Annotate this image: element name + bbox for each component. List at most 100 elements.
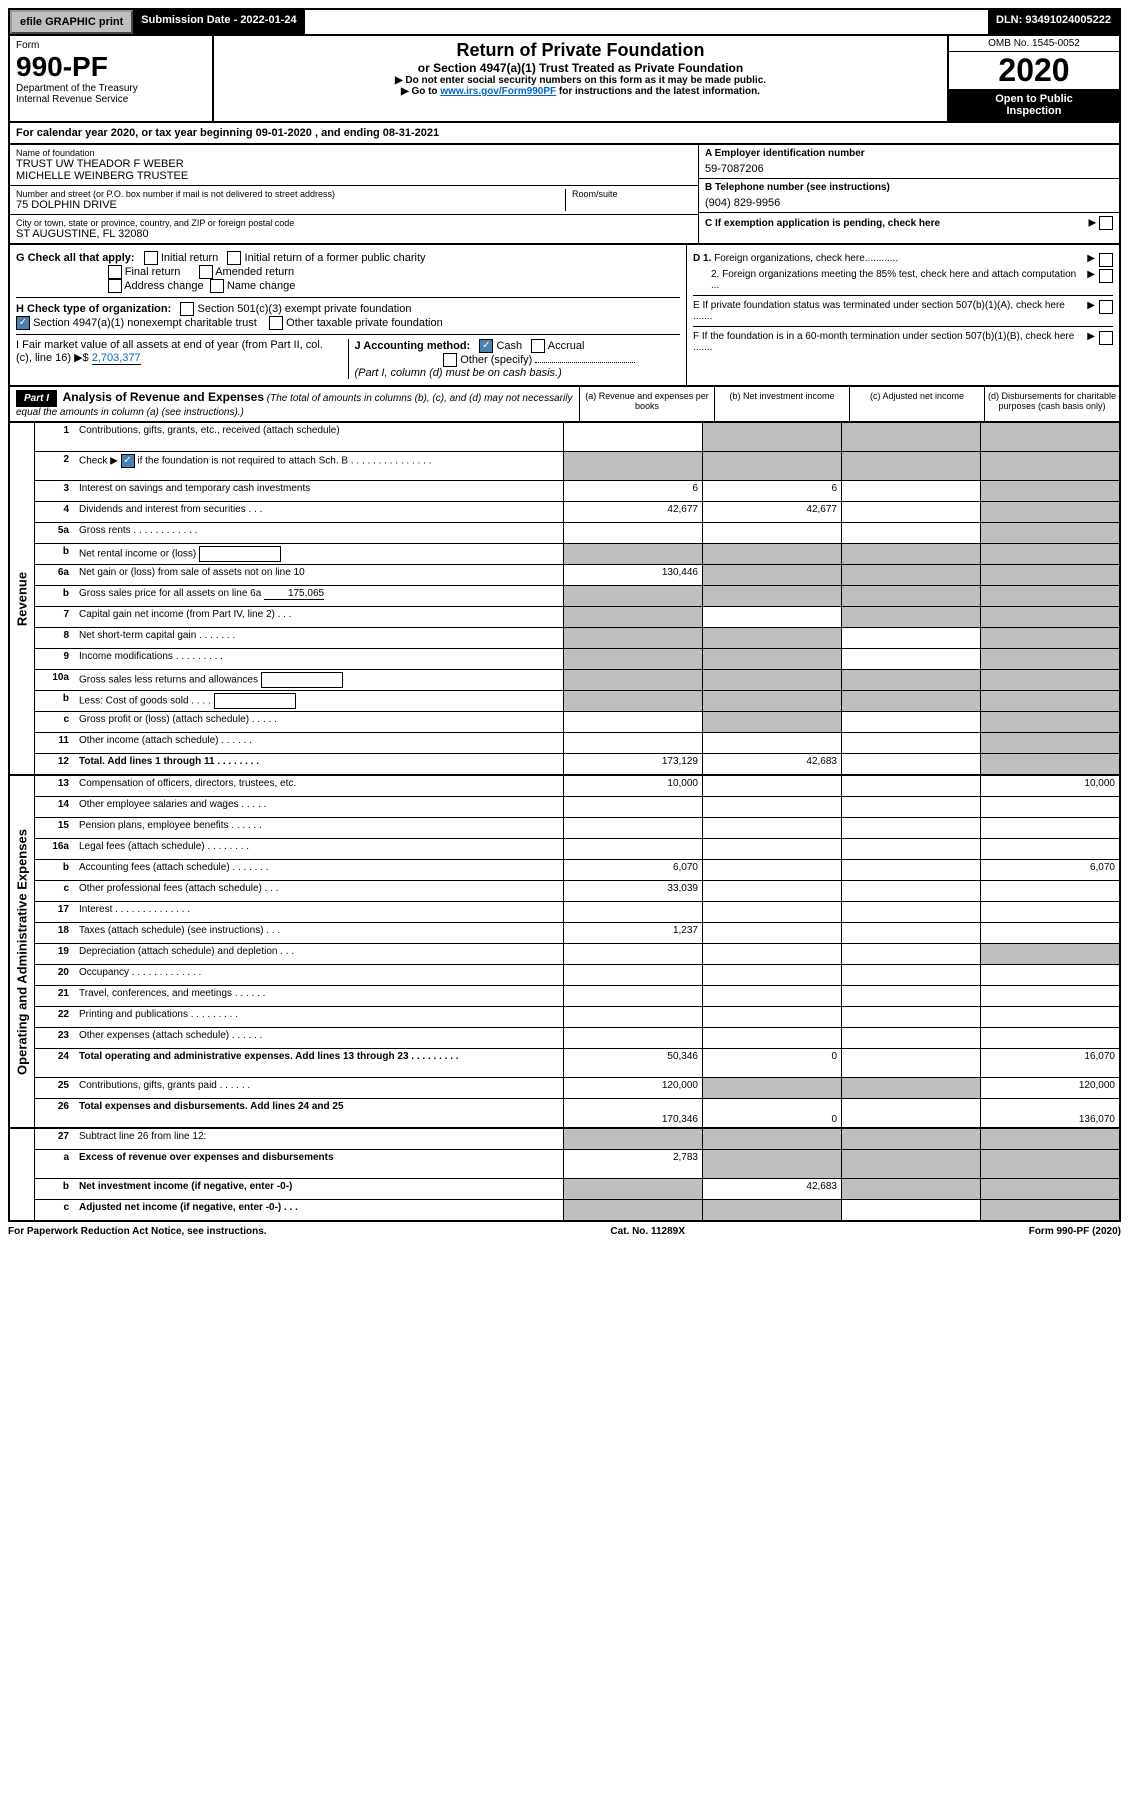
checks-right: D 1. Foreign organizations, check here..… xyxy=(686,245,1119,385)
l2-checkbox[interactable] xyxy=(121,454,135,468)
i-block: I Fair market value of all assets at end… xyxy=(16,339,349,379)
ij-row: I Fair market value of all assets at end… xyxy=(16,334,680,379)
h3: Other taxable private foundation xyxy=(286,317,443,329)
line-10c: c Gross profit or (loss) (attach schedul… xyxy=(35,712,1119,733)
open-public: Open to Public Inspection xyxy=(949,89,1119,121)
phone-value: (904) 829-9956 xyxy=(705,193,1113,209)
g-initial: Initial return xyxy=(161,252,218,264)
g-initial-former-checkbox[interactable] xyxy=(227,251,241,265)
d1-checkbox[interactable] xyxy=(1099,253,1113,267)
e-arrow: ▶ xyxy=(1087,300,1095,311)
form-header: Form 990-PF Department of the Treasury I… xyxy=(8,36,1121,123)
part1-head: Part I Analysis of Revenue and Expenses … xyxy=(8,387,1121,423)
g-initial-former: Initial return of a former public charit… xyxy=(245,252,426,264)
form-word: Form xyxy=(16,40,206,51)
efile-print-button[interactable]: efile GRAPHIC print xyxy=(10,10,133,34)
line-4: 4 Dividends and interest from securities… xyxy=(35,502,1119,523)
j-label: J Accounting method: xyxy=(355,340,471,352)
j-other-checkbox[interactable] xyxy=(443,353,457,367)
line-27a: aExcess of revenue over expenses and dis… xyxy=(35,1150,1119,1179)
h2-checkbox[interactable] xyxy=(16,316,30,330)
line-21: 21Travel, conferences, and meetings . . … xyxy=(35,986,1119,1007)
j-cash-checkbox[interactable] xyxy=(479,339,493,353)
top-bar: efile GRAPHIC print Submission Date - 20… xyxy=(8,8,1121,36)
j-accrual: Accrual xyxy=(548,340,585,352)
city-label: City or town, state or province, country… xyxy=(16,218,692,228)
dept-treasury: Department of the Treasury Internal Reve… xyxy=(16,83,206,105)
name-block: Name of foundation TRUST UW THEADOR F WE… xyxy=(10,145,698,186)
line-23: 23Other expenses (attach schedule) . . .… xyxy=(35,1028,1119,1049)
h3-checkbox[interactable] xyxy=(269,316,283,330)
line-25: 25Contributions, gifts, grants paid . . … xyxy=(35,1078,1119,1099)
h-line: H Check type of organization: Section 50… xyxy=(16,297,680,330)
d1-arrow: ▶ xyxy=(1087,253,1095,264)
entity-area: Name of foundation TRUST UW THEADOR F WE… xyxy=(8,145,1121,245)
f: F If the foundation is in a 60-month ter… xyxy=(693,331,1083,353)
line-10a: 10a Gross sales less returns and allowan… xyxy=(35,670,1119,691)
form-subtitle: or Section 4947(a)(1) Trust Treated as P… xyxy=(220,61,941,75)
expense-side: Operating and Administrative Expenses xyxy=(10,776,35,1127)
part1-title-cell: Part I Analysis of Revenue and Expenses … xyxy=(10,387,579,421)
part1-title: Analysis of Revenue and Expenses xyxy=(63,390,264,404)
e-checkbox[interactable] xyxy=(1099,300,1113,314)
line-7: 7 Capital gain net income (from Part IV,… xyxy=(35,607,1119,628)
col-d-head: (d) Disbursements for charitable purpose… xyxy=(984,387,1119,421)
i-label: I Fair market value of all assets at end… xyxy=(16,339,323,364)
g-amended-checkbox[interactable] xyxy=(199,265,213,279)
tax-year: 2020 xyxy=(949,52,1119,89)
irs-link[interactable]: www.irs.gov/Form990PF xyxy=(440,86,556,97)
line-2: 2 Check ▶ if the foundation is not requi… xyxy=(35,452,1119,481)
phone-label: B Telephone number (see instructions) xyxy=(705,182,1113,193)
g-initial-checkbox[interactable] xyxy=(144,251,158,265)
line-27c: cAdjusted net income (if negative, enter… xyxy=(35,1200,1119,1220)
g-name: Name change xyxy=(227,280,296,292)
j-accrual-checkbox[interactable] xyxy=(531,339,545,353)
ein-label: A Employer identification number xyxy=(705,148,1113,159)
footer-right: Form 990-PF (2020) xyxy=(1029,1226,1121,1237)
revenue-rows: 1 Contributions, gifts, grants, etc., re… xyxy=(35,423,1119,774)
c-block: C If exemption application is pending, c… xyxy=(699,213,1119,233)
line-13: 13 Compensation of officers, directors, … xyxy=(35,776,1119,797)
note-ssn: ▶ Do not enter social security numbers o… xyxy=(220,75,941,86)
header-center: Return of Private Foundation or Section … xyxy=(214,36,947,121)
line-3: 3 Interest on savings and temporary cash… xyxy=(35,481,1119,502)
line-14: 14Other employee salaries and wages . . … xyxy=(35,797,1119,818)
footer-left: For Paperwork Reduction Act Notice, see … xyxy=(8,1226,267,1237)
line-6b: b Gross sales price for all assets on li… xyxy=(35,586,1119,607)
submission-date: Submission Date - 2022-01-24 xyxy=(133,10,304,34)
note-post: for instructions and the latest informat… xyxy=(556,86,760,97)
d2-arrow: ▶ xyxy=(1087,269,1095,280)
h1-checkbox[interactable] xyxy=(180,302,194,316)
line-16a: 16aLegal fees (attach schedule) . . . . … xyxy=(35,839,1119,860)
col-c-head: (c) Adjusted net income xyxy=(849,387,984,421)
part1-label: Part I xyxy=(16,390,57,407)
e-line: E If private foundation status was termi… xyxy=(693,295,1113,322)
phone-block: B Telephone number (see instructions) (9… xyxy=(699,179,1119,213)
line-5b: b Net rental income or (loss) xyxy=(35,544,1119,565)
omb-number: OMB No. 1545-0052 xyxy=(949,36,1119,52)
g-addr-checkbox[interactable] xyxy=(108,279,122,293)
line-22: 22Printing and publications . . . . . . … xyxy=(35,1007,1119,1028)
line-18: 18Taxes (attach schedule) (see instructi… xyxy=(35,923,1119,944)
c-checkbox[interactable] xyxy=(1099,216,1113,230)
l10b-box xyxy=(214,693,296,709)
d2-checkbox[interactable] xyxy=(1099,269,1113,283)
checks-row: G Check all that apply: Initial return I… xyxy=(8,245,1121,387)
line27-rows: 27Subtract line 26 from line 12: aExcess… xyxy=(35,1129,1119,1220)
ein-block: A Employer identification number 59-7087… xyxy=(699,145,1119,179)
line-16c: cOther professional fees (attach schedul… xyxy=(35,881,1119,902)
revenue-table: Revenue 1 Contributions, gifts, grants, … xyxy=(8,423,1121,776)
f-checkbox[interactable] xyxy=(1099,331,1113,345)
e: E If private foundation status was termi… xyxy=(693,300,1083,322)
c-arrow: ▶ xyxy=(1089,216,1113,230)
g-name-checkbox[interactable] xyxy=(210,279,224,293)
d1-line: D 1. Foreign organizations, check here..… xyxy=(693,253,1113,267)
addr-block: Number and street (or P.O. box number if… xyxy=(10,186,698,215)
g-final-checkbox[interactable] xyxy=(108,265,122,279)
d2: 2. Foreign organizations meeting the 85%… xyxy=(693,269,1083,291)
name-label: Name of foundation xyxy=(16,148,692,158)
f-line: F If the foundation is in a 60-month ter… xyxy=(693,326,1113,353)
line-27: 27Subtract line 26 from line 12: xyxy=(35,1129,1119,1150)
col-a-head: (a) Revenue and expenses per books xyxy=(579,387,714,421)
l5b-box xyxy=(199,546,281,562)
